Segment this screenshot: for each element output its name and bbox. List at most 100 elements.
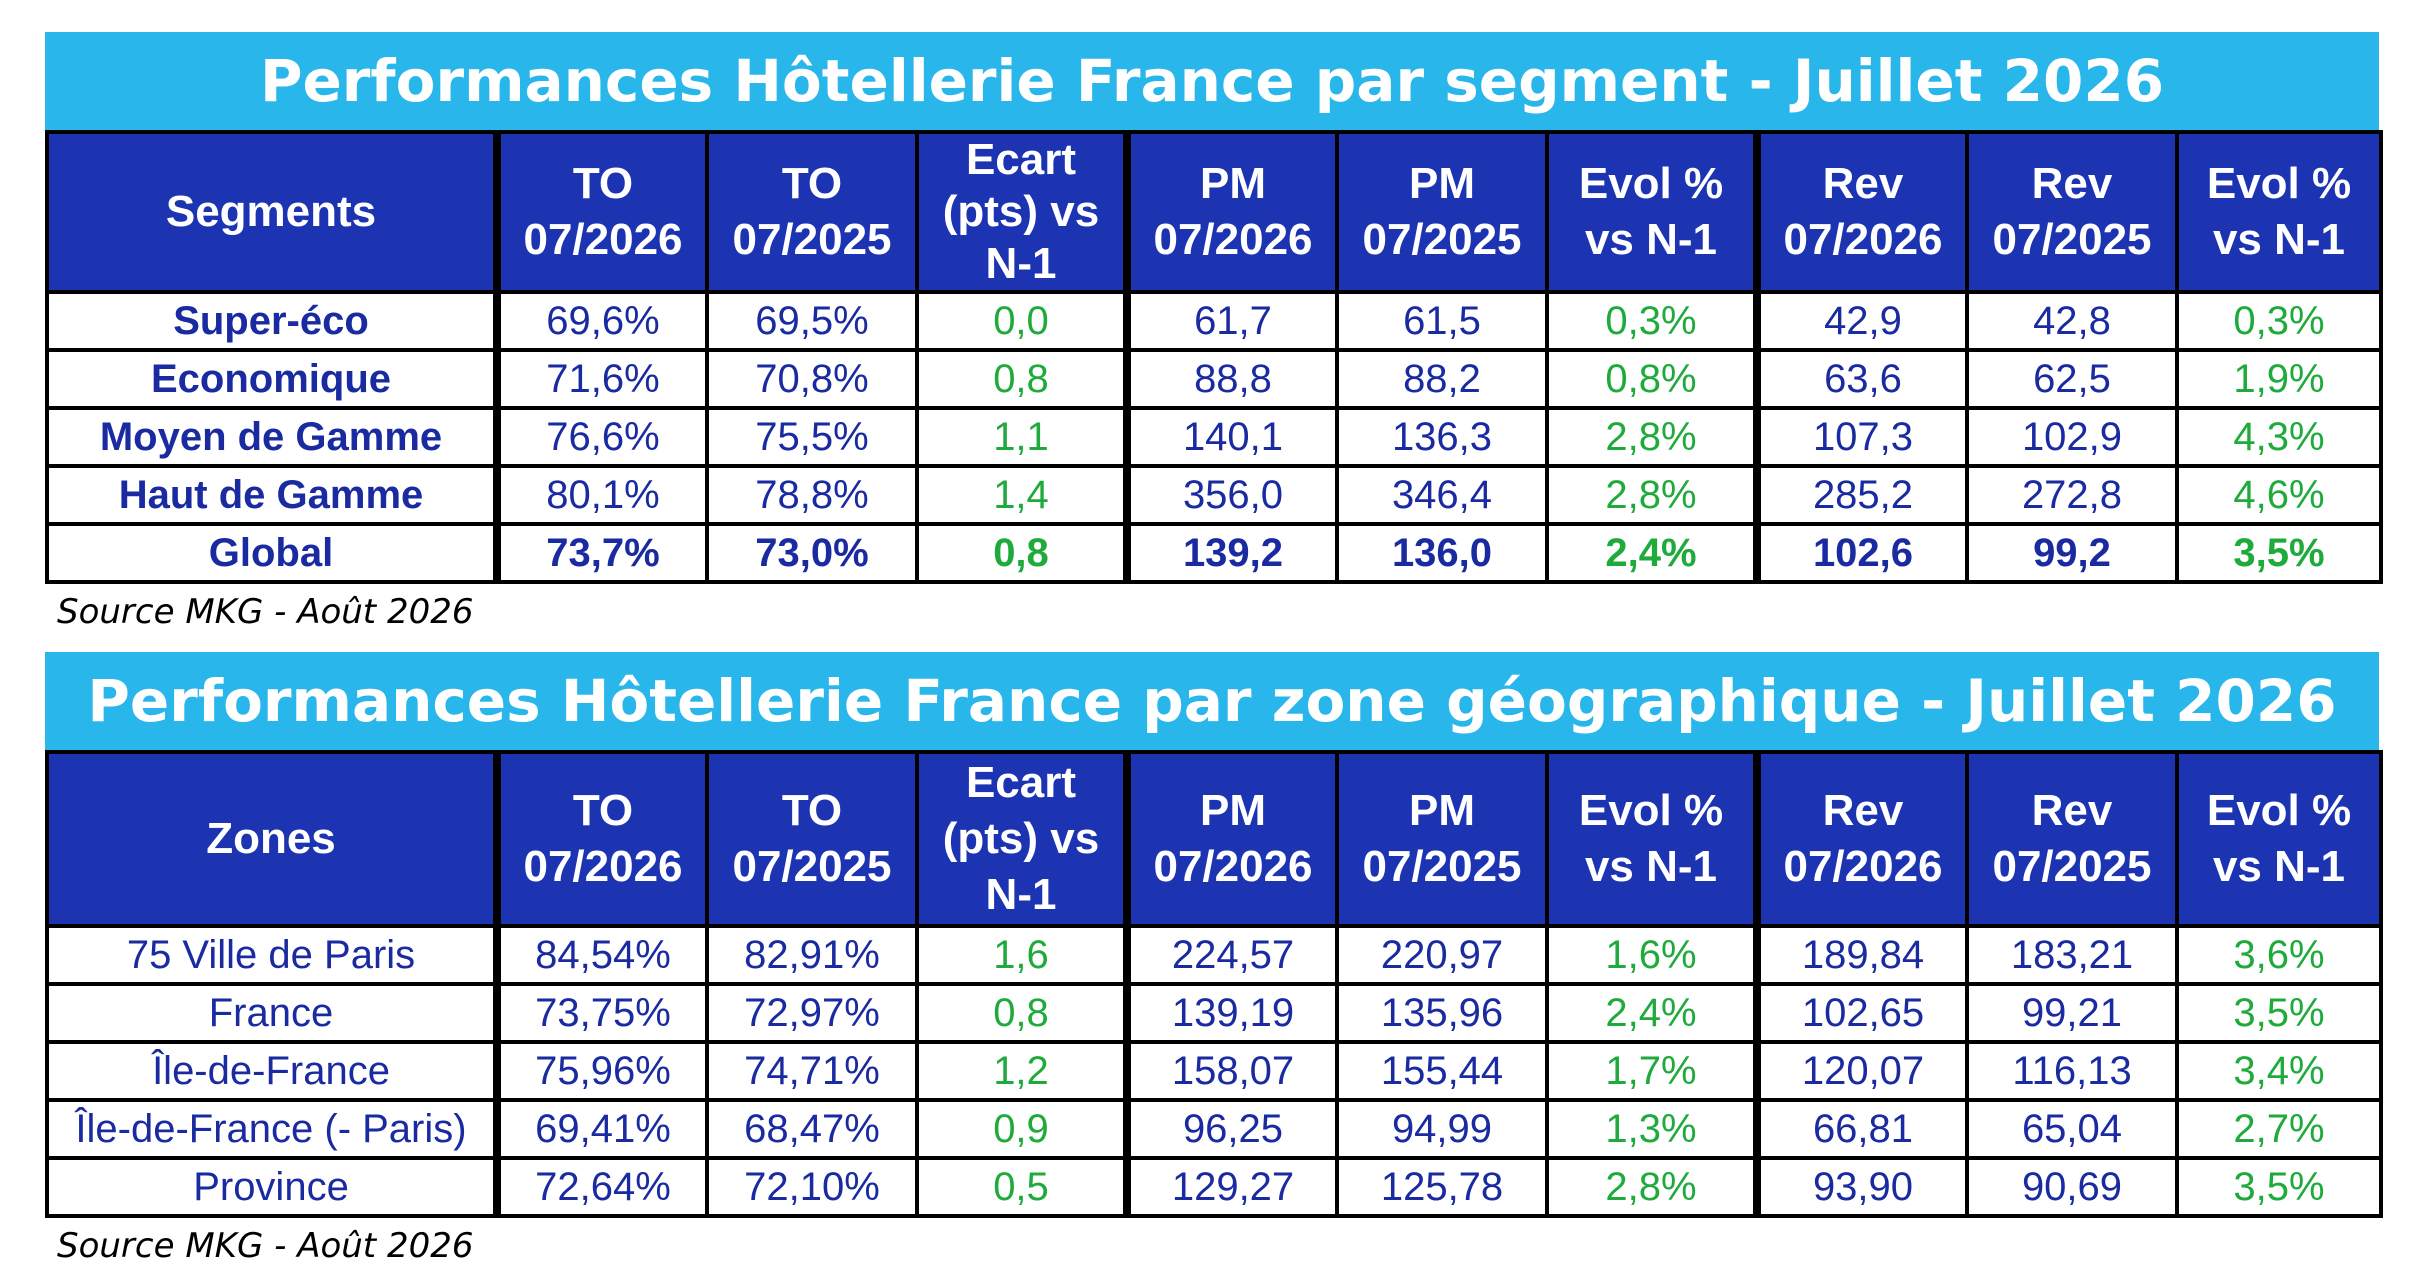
table-row: Île-de-France 75,96% 74,71% 1,2 158,07 155,44…: [45, 1040, 2383, 1102]
header-line: TO: [572, 786, 634, 835]
cell-pm-evol: 0,8%: [1545, 348, 1759, 410]
cell-to-2026: 84,54%: [493, 924, 709, 986]
cell-rev-2026: 93,90: [1753, 1156, 1969, 1218]
header-line: 07/2026: [523, 215, 683, 264]
header-line: 07/2025: [1362, 215, 1522, 264]
cell-rev-2026: 102,65: [1753, 982, 1969, 1044]
header-line: 07/2026: [1783, 215, 1943, 264]
header-line: Rev: [2031, 159, 2113, 208]
cell-pm-2026: 356,0: [1123, 464, 1339, 526]
zone-source-note: Source MKG - Août 2026: [57, 1226, 474, 1266]
segment-table-title: Performances Hôtellerie France par segme…: [45, 32, 2379, 130]
header-line: PM: [1200, 786, 1266, 835]
cell-pm-2026: 139,19: [1123, 982, 1339, 1044]
cell-pm-evol: 2,8%: [1545, 464, 1759, 526]
segment-table-header-label: Segments: [45, 130, 499, 294]
cell-to-2025: 72,97%: [705, 982, 919, 1044]
segment-table-header-pm-2025: PM 07/2025: [1335, 130, 1549, 294]
header-line: 07/2026: [1153, 215, 1313, 264]
table-row: Province 72,64% 72,10% 0,5 129,27 125,78 2,8% 9…: [45, 1156, 2383, 1218]
cell-pm-evol: 1,6%: [1545, 924, 1759, 986]
cell-ecart: 0,8: [915, 348, 1129, 410]
cell-rev-2026: 102,6: [1753, 522, 1969, 584]
header-line: N-1: [985, 870, 1057, 919]
cell-pm-2026: 88,8: [1123, 348, 1339, 410]
zone-table-header-to-2025: TO 07/2025: [705, 750, 919, 928]
cell-pm-2026: 96,25: [1123, 1098, 1339, 1160]
cell-rev-2026: 120,07: [1753, 1040, 1969, 1102]
cell-pm-2025: 136,0: [1335, 522, 1549, 584]
cell-to-2026: 80,1%: [493, 464, 709, 526]
cell-to-2025: 73,0%: [705, 522, 919, 584]
cell-to-2026: 76,6%: [493, 406, 709, 468]
header-line: Zones: [206, 814, 336, 863]
zone-table-header-label: Zones: [45, 750, 499, 928]
cell-to-2025: 78,8%: [705, 464, 919, 526]
cell-label: Haut de Gamme: [45, 464, 499, 526]
segment-table-header-to-2026: TO 07/2026: [493, 130, 709, 294]
segment-section: Performances Hôtellerie France par segme…: [45, 32, 2383, 632]
cell-rev-evol: 1,9%: [2175, 348, 2383, 410]
cell-pm-2026: 139,2: [1123, 522, 1339, 584]
header-line: N-1: [985, 239, 1057, 288]
table-row: Global 73,7% 73,0% 0,8 139,2 136,0 2,4% 102,6 99…: [45, 522, 2383, 584]
cell-ecart: 0,5: [915, 1156, 1129, 1218]
header-line: Rev: [1822, 159, 1904, 208]
cell-pm-evol: 2,8%: [1545, 1156, 1759, 1218]
header-line: vs N-1: [2212, 842, 2346, 891]
cell-to-2025: 70,8%: [705, 348, 919, 410]
zone-table-header-pm-evol: Evol % vs N-1: [1545, 750, 1759, 928]
cell-pm-evol: 2,8%: [1545, 406, 1759, 468]
cell-ecart: 1,6: [915, 924, 1129, 986]
cell-rev-evol: 3,6%: [2175, 924, 2383, 986]
cell-rev-evol: 4,6%: [2175, 464, 2383, 526]
segment-table-header-to-2025: TO 07/2025: [705, 130, 919, 294]
segment-table-header-pm-evol: Evol % vs N-1: [1545, 130, 1759, 294]
header-line: TO: [781, 159, 843, 208]
zone-table-header-ecart: Ecart (pts) vs N-1: [915, 750, 1129, 928]
header-line: vs N-1: [1584, 215, 1718, 264]
cell-rev-2025: 99,2: [1965, 522, 2179, 584]
header-line: 07/2026: [523, 842, 683, 891]
cell-rev-2025: 116,13: [1965, 1040, 2179, 1102]
cell-pm-2025: 94,99: [1335, 1098, 1549, 1160]
cell-to-2026: 69,41%: [493, 1098, 709, 1160]
cell-rev-2026: 107,3: [1753, 406, 1969, 468]
segment-table-header-rev-2025: Rev 07/2025: [1965, 130, 2179, 294]
cell-rev-2026: 66,81: [1753, 1098, 1969, 1160]
header-line: (pts) vs: [942, 187, 1100, 236]
zone-table-header-rev-evol: Evol % vs N-1: [2175, 750, 2383, 928]
header-line: Segments: [165, 187, 377, 236]
cell-rev-evol: 3,4%: [2175, 1040, 2383, 1102]
header-line: vs N-1: [1584, 842, 1718, 891]
cell-rev-2025: 183,21: [1965, 924, 2179, 986]
cell-pm-2026: 61,7: [1123, 290, 1339, 352]
zone-table-header-to-2026: TO 07/2026: [493, 750, 709, 928]
cell-pm-evol: 2,4%: [1545, 522, 1759, 584]
cell-pm-evol: 2,4%: [1545, 982, 1759, 1044]
header-line: Evol %: [1578, 786, 1724, 835]
zone-table-header-rev-2026: Rev 07/2026: [1753, 750, 1969, 928]
header-line: Rev: [1822, 786, 1904, 835]
cell-pm-2025: 136,3: [1335, 406, 1549, 468]
table-row: Economique 71,6% 70,8% 0,8 88,8 88,2 0,8% 63,6 6…: [45, 348, 2383, 410]
cell-label: Global: [45, 522, 499, 584]
segment-source-note: Source MKG - Août 2026: [57, 592, 474, 632]
table-row: France 73,75% 72,97% 0,8 139,19 135,96 2,4% 102…: [45, 982, 2383, 1044]
cell-pm-2026: 140,1: [1123, 406, 1339, 468]
header-line: 07/2025: [1362, 842, 1522, 891]
cell-pm-2025: 61,5: [1335, 290, 1549, 352]
cell-to-2025: 82,91%: [705, 924, 919, 986]
cell-rev-evol: 3,5%: [2175, 1156, 2383, 1218]
header-line: Evol %: [1578, 159, 1724, 208]
cell-pm-2026: 158,07: [1123, 1040, 1339, 1102]
cell-rev-evol: 3,5%: [2175, 982, 2383, 1044]
header-line: vs N-1: [2212, 215, 2346, 264]
cell-to-2026: 72,64%: [493, 1156, 709, 1218]
header-line: 07/2026: [1153, 842, 1313, 891]
segment-table-header-ecart: Ecart (pts) vs N-1: [915, 130, 1129, 294]
table-row: Super-éco 69,6% 69,5% 0,0 61,7 61,5 0,3% 42,9 42…: [45, 290, 2383, 352]
header-line: PM: [1200, 159, 1266, 208]
cell-to-2026: 71,6%: [493, 348, 709, 410]
cell-to-2026: 73,75%: [493, 982, 709, 1044]
